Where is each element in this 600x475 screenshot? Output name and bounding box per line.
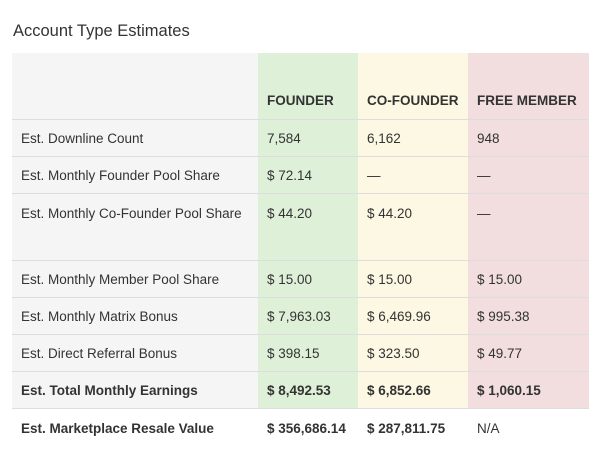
header-cofounder: CO-FOUNDER — [358, 53, 468, 120]
founder-value: $ 15.00 — [258, 261, 358, 298]
free-value: $ 1,060.15 — [468, 372, 589, 409]
row-label: Est. Monthly Member Pool Share — [12, 261, 258, 298]
cofounder-value: $ 6,852.66 — [358, 372, 468, 409]
header-empty-cell — [12, 53, 258, 120]
total-row: Est. Total Monthly Earnings $ 8,492.53 $… — [12, 372, 589, 409]
table-row: Est. Monthly Matrix Bonus $ 7,963.03 $ 6… — [12, 298, 589, 335]
cofounder-value: $ 287,811.75 — [358, 409, 468, 475]
founder-value: $ 72.14 — [258, 157, 358, 194]
founder-value: $ 44.20 — [258, 194, 358, 261]
row-label: Est. Marketplace Resale Value — [12, 409, 258, 475]
cofounder-value: 6,162 — [358, 120, 468, 157]
table-row: Est. Monthly Member Pool Share $ 15.00 $… — [12, 261, 589, 298]
free-value: $ 995.38 — [468, 298, 589, 335]
free-value: $ 49.77 — [468, 335, 589, 372]
free-value: 948 — [468, 120, 589, 157]
row-label: Est. Downline Count — [12, 120, 258, 157]
row-label: Est. Total Monthly Earnings — [12, 372, 258, 409]
row-label: Est. Monthly Matrix Bonus — [12, 298, 258, 335]
table-row: Est. Monthly Co-Founder Pool Share $ 44.… — [12, 194, 589, 261]
founder-value: $ 398.15 — [258, 335, 358, 372]
cofounder-value: — — [358, 157, 468, 194]
cofounder-value: $ 44.20 — [358, 194, 468, 261]
row-label: Est. Monthly Co-Founder Pool Share — [12, 194, 258, 261]
free-value: N/A — [468, 409, 589, 475]
header-founder: FOUNDER — [258, 53, 358, 120]
founder-value: $ 8,492.53 — [258, 372, 358, 409]
row-label: Est. Direct Referral Bonus — [12, 335, 258, 372]
founder-value: $ 356,686.14 — [258, 409, 358, 475]
free-value: $ 15.00 — [468, 261, 589, 298]
table-header-row: FOUNDER CO-FOUNDER FREE MEMBER — [12, 53, 589, 120]
cofounder-value: $ 6,469.96 — [358, 298, 468, 335]
table-row: Est. Downline Count 7,584 6,162 948 — [12, 120, 589, 157]
estimates-table: FOUNDER CO-FOUNDER FREE MEMBER Est. Down… — [12, 53, 589, 475]
cofounder-value: $ 323.50 — [358, 335, 468, 372]
cofounder-value: $ 15.00 — [358, 261, 468, 298]
header-free-member: FREE MEMBER — [468, 53, 589, 120]
table-row: Est. Monthly Founder Pool Share $ 72.14 … — [12, 157, 589, 194]
founder-value: 7,584 — [258, 120, 358, 157]
page-title: Account Type Estimates — [13, 22, 190, 41]
free-value: — — [468, 194, 589, 261]
free-value: — — [468, 157, 589, 194]
row-label: Est. Monthly Founder Pool Share — [12, 157, 258, 194]
table-row: Est. Direct Referral Bonus $ 398.15 $ 32… — [12, 335, 589, 372]
founder-value: $ 7,963.03 — [258, 298, 358, 335]
resale-row: Est. Marketplace Resale Value $ 356,686.… — [12, 409, 589, 475]
